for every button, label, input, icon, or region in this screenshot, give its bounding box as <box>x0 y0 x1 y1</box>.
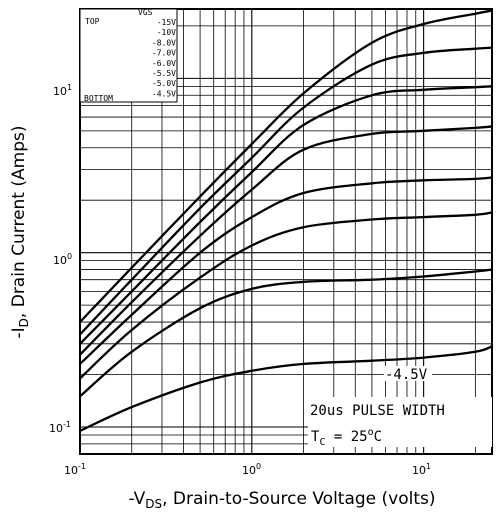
y-tick-label: 10-1 <box>49 420 71 435</box>
pulse-width-label: 20us PULSE WIDTH <box>310 403 445 419</box>
series-curve-5-0v <box>78 268 494 398</box>
legend-entry: -7.0V <box>152 49 176 58</box>
series-curve-5-5v <box>78 211 494 380</box>
curves <box>78 9 494 433</box>
y-tick-label: 100 <box>53 252 72 267</box>
x-tick-label: 100 <box>242 462 261 477</box>
annotation-backdrop <box>308 397 492 447</box>
series-curve-6-0v <box>78 176 494 366</box>
x-axis-title: -VDS, Drain-to-Source Voltage (volts) <box>128 489 435 511</box>
legend-header: VGS <box>138 8 153 17</box>
legend-entry: -5.5V <box>152 69 176 78</box>
legend-top-label: TOP <box>85 17 100 26</box>
y-tick-labels: 10-1 100 101 <box>49 83 72 435</box>
legend-entries: -15V-10V-8.0V -7.0V-6.0V-5.5V-5.0V-4.5V <box>152 18 176 98</box>
series-curve-15v <box>78 9 494 324</box>
series-curve-4-5v <box>78 345 494 433</box>
case-temperature-label: TC = 25oC <box>311 427 382 448</box>
legend-entry: -15V <box>157 18 176 27</box>
x-tick-label: 101 <box>412 462 431 477</box>
annotations: 20us PULSE WIDTH TC = 25oC -4.5V <box>308 366 492 448</box>
plot-frame <box>79 8 493 455</box>
y-tick-label: 101 <box>53 83 72 98</box>
y-axis-title: -ID, Drain Current (Amps) <box>9 126 31 339</box>
legend-entry: -5.0V <box>152 79 176 88</box>
series-curve-7-0v <box>78 125 494 356</box>
legend: TOP BOTTOM VGS -15V-10V-8.0V-7.0V-6.0V-5… <box>79 8 178 103</box>
legend-entry: -4.5V <box>152 89 176 98</box>
x-tick-label: 10-1 <box>64 462 86 477</box>
legend-entry: -10V <box>157 28 176 37</box>
series-curve-8-0v <box>78 85 494 345</box>
legend-bottom-label: BOTTOM <box>84 94 113 103</box>
legend-entry: -6.0V <box>152 59 176 68</box>
curve-label-4-5v: -4.5V <box>385 367 428 383</box>
curve-label-backdrop <box>384 366 432 381</box>
series-curve-10v <box>78 46 494 336</box>
legend-box <box>79 8 178 103</box>
x-tick-labels: 10-1 100 101 <box>64 462 431 477</box>
legend-entry: -8.0V <box>152 38 176 47</box>
